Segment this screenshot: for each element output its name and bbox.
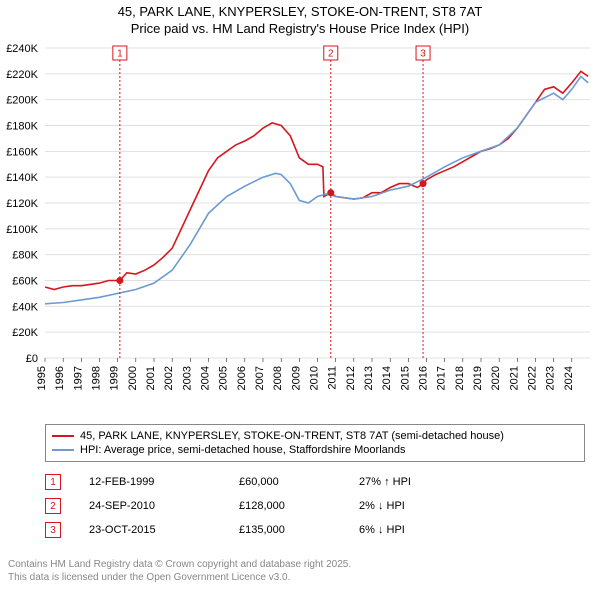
- svg-text:2003: 2003: [181, 366, 193, 390]
- svg-text:2020: 2020: [490, 366, 502, 390]
- svg-text:2021: 2021: [508, 366, 520, 390]
- legend-swatch-hpi: [52, 449, 74, 451]
- svg-text:2011: 2011: [327, 366, 339, 390]
- svg-text:£160K: £160K: [6, 146, 38, 158]
- attribution-line-2: This data is licensed under the Open Gov…: [8, 571, 351, 584]
- marker-row-3: 3 23-OCT-2015 £135,000 6% ↓ HPI: [45, 518, 585, 542]
- marker-box-1: 1: [45, 474, 61, 490]
- marker-box-2: 2: [45, 498, 61, 514]
- chart-plot-area: £0£20K£40K£60K£80K£100K£120K£140K£160K£1…: [45, 48, 590, 388]
- legend-label-hpi: HPI: Average price, semi-detached house,…: [80, 444, 406, 456]
- svg-text:2024: 2024: [563, 366, 575, 390]
- svg-text:1997: 1997: [72, 366, 84, 390]
- svg-text:£200K: £200K: [6, 95, 38, 107]
- svg-text:2014: 2014: [381, 366, 393, 390]
- svg-text:£120K: £120K: [6, 198, 38, 210]
- svg-text:£240K: £240K: [6, 43, 38, 55]
- svg-text:3: 3: [420, 49, 426, 60]
- svg-text:2004: 2004: [200, 366, 212, 390]
- marker-price-3: £135,000: [239, 524, 359, 536]
- svg-text:2009: 2009: [290, 366, 302, 390]
- svg-text:2007: 2007: [254, 366, 266, 390]
- svg-text:1995: 1995: [36, 366, 48, 390]
- svg-text:2008: 2008: [272, 366, 284, 390]
- svg-text:2016: 2016: [418, 366, 430, 390]
- marker-row-2: 2 24-SEP-2010 £128,000 2% ↓ HPI: [45, 494, 585, 518]
- svg-text:£0: £0: [26, 353, 38, 365]
- marker-box-3: 3: [45, 522, 61, 538]
- marker-date-2: 24-SEP-2010: [89, 500, 239, 512]
- title-line-1: 45, PARK LANE, KNYPERSLEY, STOKE-ON-TREN…: [0, 4, 600, 21]
- marker-legend: 1 12-FEB-1999 £60,000 27% ↑ HPI 2 24-SEP…: [45, 470, 585, 542]
- svg-text:£80K: £80K: [12, 250, 38, 262]
- svg-text:2017: 2017: [436, 366, 448, 390]
- svg-text:£220K: £220K: [6, 69, 38, 81]
- marker-date-3: 23-OCT-2015: [89, 524, 239, 536]
- svg-text:£60K: £60K: [12, 276, 38, 288]
- legend-item-property: 45, PARK LANE, KNYPERSLEY, STOKE-ON-TREN…: [52, 429, 578, 443]
- marker-price-1: £60,000: [239, 476, 359, 488]
- legend-label-property: 45, PARK LANE, KNYPERSLEY, STOKE-ON-TREN…: [80, 430, 504, 442]
- svg-text:2012: 2012: [345, 366, 357, 390]
- svg-text:1: 1: [117, 49, 123, 60]
- marker-price-2: £128,000: [239, 500, 359, 512]
- svg-text:1998: 1998: [91, 366, 103, 390]
- chart-title: 45, PARK LANE, KNYPERSLEY, STOKE-ON-TREN…: [0, 0, 600, 38]
- svg-text:2013: 2013: [363, 366, 375, 390]
- marker-date-1: 12-FEB-1999: [89, 476, 239, 488]
- attribution-line-1: Contains HM Land Registry data © Crown c…: [8, 558, 351, 571]
- svg-text:2001: 2001: [145, 366, 157, 390]
- svg-text:£40K: £40K: [12, 301, 38, 313]
- attribution-text: Contains HM Land Registry data © Crown c…: [8, 558, 351, 584]
- svg-text:2018: 2018: [454, 366, 466, 390]
- marker-row-1: 1 12-FEB-1999 £60,000 27% ↑ HPI: [45, 470, 585, 494]
- svg-text:£100K: £100K: [6, 224, 38, 236]
- svg-text:2006: 2006: [236, 366, 248, 390]
- legend-box: 45, PARK LANE, KNYPERSLEY, STOKE-ON-TREN…: [45, 424, 585, 462]
- svg-text:£140K: £140K: [6, 172, 38, 184]
- marker-pct-1: 27% ↑ HPI: [359, 476, 509, 488]
- svg-text:1999: 1999: [109, 366, 121, 390]
- legend-item-hpi: HPI: Average price, semi-detached house,…: [52, 443, 578, 457]
- svg-text:2010: 2010: [309, 366, 321, 390]
- marker-pct-2: 2% ↓ HPI: [359, 500, 509, 512]
- svg-text:2015: 2015: [399, 366, 411, 390]
- svg-text:2023: 2023: [545, 366, 557, 390]
- svg-text:2002: 2002: [163, 366, 175, 390]
- chart-container: 45, PARK LANE, KNYPERSLEY, STOKE-ON-TREN…: [0, 0, 600, 590]
- svg-text:£20K: £20K: [12, 327, 38, 339]
- chart-svg: £0£20K£40K£60K£80K£100K£120K£140K£160K£1…: [45, 48, 590, 426]
- svg-text:2005: 2005: [218, 366, 230, 390]
- svg-text:£180K: £180K: [6, 121, 38, 133]
- svg-text:2019: 2019: [472, 366, 484, 390]
- svg-text:2000: 2000: [127, 366, 139, 390]
- marker-pct-3: 6% ↓ HPI: [359, 524, 509, 536]
- legend-swatch-property: [52, 435, 74, 437]
- svg-text:2022: 2022: [527, 366, 539, 390]
- svg-text:1996: 1996: [54, 366, 66, 390]
- title-line-2: Price paid vs. HM Land Registry's House …: [0, 21, 600, 38]
- svg-text:2: 2: [328, 49, 334, 60]
